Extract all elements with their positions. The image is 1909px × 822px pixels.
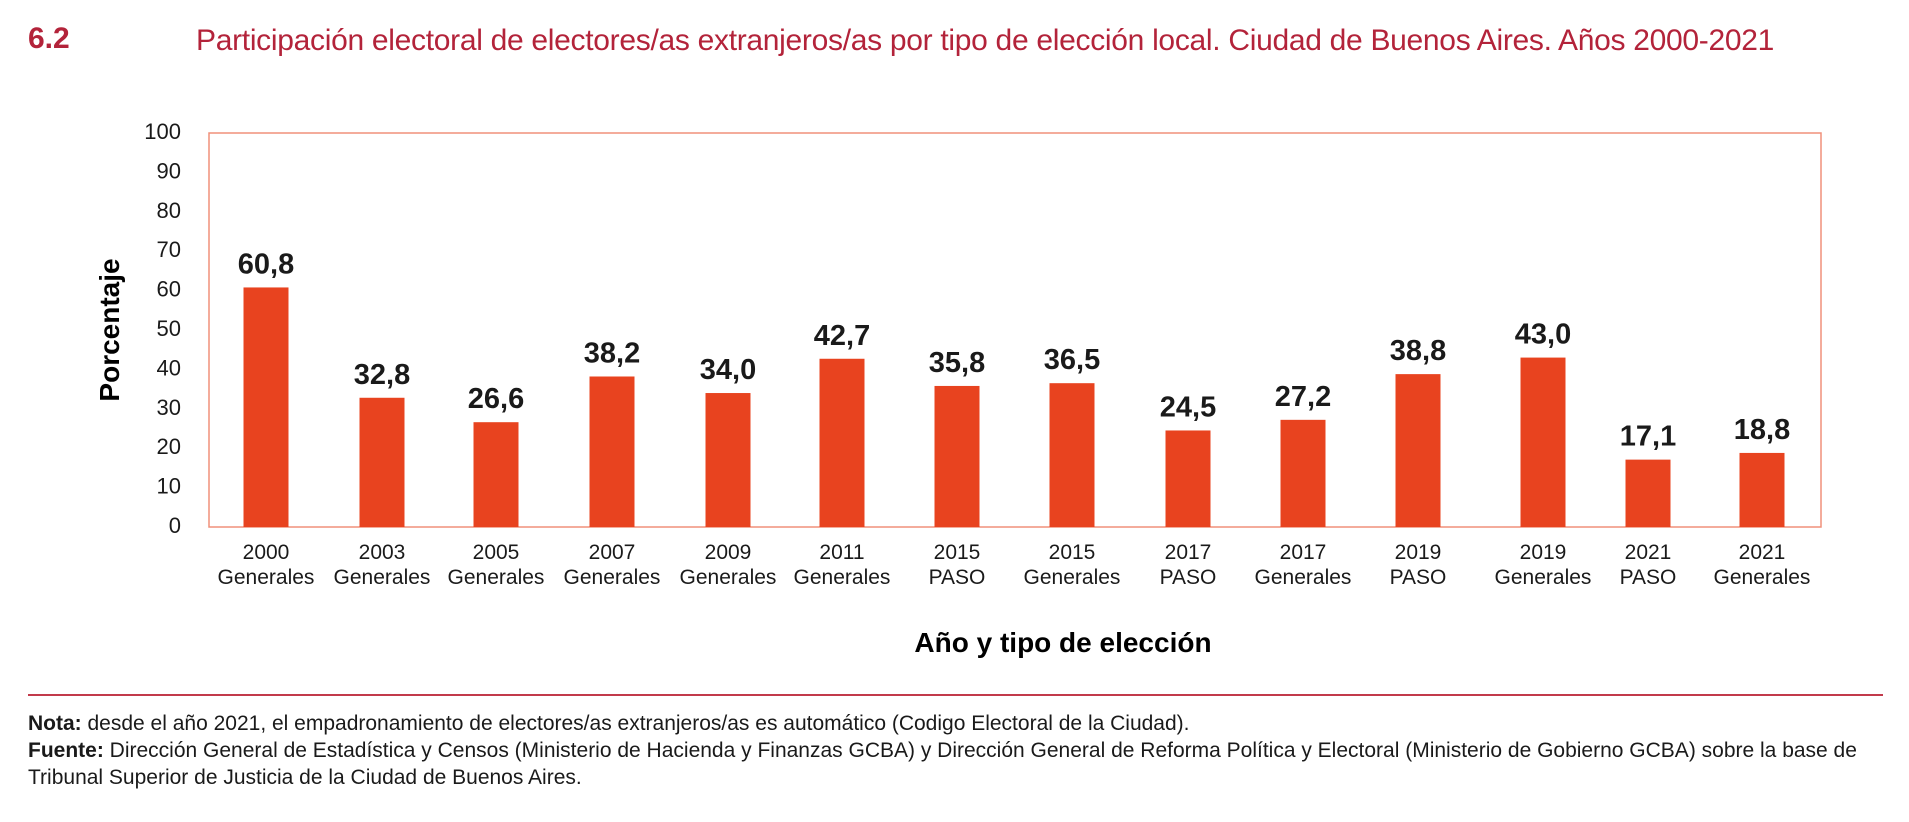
notes: Nota: desde el año 2021, el empadronamie… — [28, 710, 1888, 791]
bar-chart: 0 10 20 30 40 50 60 70 80 90 100 60,8 32,8 26,6 38,2 3… — [94, 119, 1822, 658]
y-tick-label: 40 — [157, 355, 181, 380]
category-label-year: 2019 — [1395, 541, 1442, 564]
bar — [819, 358, 865, 527]
y-tick-label: 20 — [157, 434, 181, 459]
bar — [473, 422, 519, 527]
note-line: Nota: desde el año 2021, el empadronamie… — [28, 710, 1888, 737]
bar — [705, 393, 751, 527]
category-label-type: Generales — [334, 566, 431, 589]
bar — [1165, 430, 1211, 527]
data-label: 24,5 — [1160, 391, 1216, 423]
y-tick-label: 10 — [157, 474, 181, 499]
category-label-type: Generales — [794, 566, 891, 589]
category-label-type: Generales — [1495, 566, 1592, 589]
category-label-year: 2005 — [473, 541, 520, 564]
category-label-type: PASO — [1620, 566, 1677, 589]
bar — [1049, 383, 1095, 527]
data-label: 43,0 — [1515, 319, 1571, 351]
category-label-type: Generales — [1714, 566, 1811, 589]
data-label: 38,8 — [1390, 335, 1446, 367]
y-tick-label: 70 — [157, 237, 181, 262]
data-label: 36,5 — [1044, 344, 1100, 376]
x-axis-title: Año y tipo de elección — [914, 627, 1211, 658]
source-text: Dirección General de Estadística y Censo… — [28, 739, 1857, 789]
y-tick-label: 50 — [157, 316, 181, 341]
data-label: 18,8 — [1734, 414, 1790, 446]
category-label-year: 2021 — [1739, 541, 1786, 564]
figure-number: 6.2 — [28, 22, 70, 55]
category-label-year: 2015 — [934, 541, 981, 564]
data-label: 34,0 — [700, 354, 756, 386]
y-tick-label: 90 — [157, 158, 181, 183]
y-tick-label: 0 — [169, 513, 181, 538]
data-label: 17,1 — [1620, 421, 1676, 453]
y-axis-ticks: 0 10 20 30 40 50 60 70 80 90 100 — [144, 119, 181, 538]
category-label-type: PASO — [1390, 566, 1447, 589]
category-label-type: Generales — [1255, 566, 1352, 589]
plot-frame — [208, 132, 1822, 528]
y-tick-label: 30 — [157, 395, 181, 420]
category-label-year: 2019 — [1520, 541, 1567, 564]
category-label-type: Generales — [680, 566, 777, 589]
category-label-type: Generales — [1024, 566, 1121, 589]
category-label-year: 2017 — [1280, 541, 1327, 564]
divider — [28, 694, 1883, 696]
bar — [243, 287, 289, 527]
data-label: 42,7 — [814, 320, 870, 352]
category-label-year: 2009 — [705, 541, 752, 564]
figure-title: Participación electoral de electores/as … — [196, 24, 1775, 57]
category-label-type: Generales — [218, 566, 315, 589]
bar — [589, 376, 635, 527]
data-label: 26,6 — [468, 383, 524, 415]
data-label: 32,8 — [354, 359, 410, 391]
value-labels: 60,8 32,8 26,6 38,2 34,0 42,7 35,8 36,5 24,5 27,2… — [238, 248, 1790, 452]
data-label: 60,8 — [238, 248, 294, 280]
y-tick-label: 100 — [144, 119, 181, 144]
category-label-type: Generales — [564, 566, 661, 589]
bar — [1625, 459, 1671, 527]
data-label: 35,8 — [929, 347, 985, 379]
y-tick-label: 80 — [157, 198, 181, 223]
category-label-type: PASO — [1160, 566, 1217, 589]
bar — [1520, 357, 1566, 527]
y-tick-label: 60 — [157, 277, 181, 302]
category-label-year: 2003 — [359, 541, 406, 564]
source-line: Fuente: Dirección General de Estadística… — [28, 737, 1888, 791]
bars — [243, 287, 1785, 527]
bar — [1739, 452, 1785, 527]
category-label-year: 2000 — [243, 541, 290, 564]
category-label-type: Generales — [448, 566, 545, 589]
bar — [1280, 419, 1326, 527]
category-label-year: 2017 — [1165, 541, 1212, 564]
category-label-year: 2011 — [819, 541, 864, 564]
category-label-year: 2015 — [1049, 541, 1096, 564]
category-labels: 2000Generales2003Generales2005Generales2… — [218, 541, 1811, 589]
category-label-year: 2007 — [589, 541, 636, 564]
category-label-type: PASO — [929, 566, 986, 589]
note-label: Nota: — [28, 712, 82, 735]
source-label: Fuente: — [28, 739, 104, 762]
y-axis-title: Porcentaje — [94, 258, 125, 401]
data-label: 38,2 — [584, 337, 640, 369]
bar — [934, 385, 980, 527]
bar — [359, 397, 405, 527]
data-label: 27,2 — [1275, 381, 1331, 413]
note-text: desde el año 2021, el empadronamiento de… — [81, 712, 1190, 735]
category-label-year: 2021 — [1625, 541, 1672, 564]
bar — [1395, 374, 1441, 527]
